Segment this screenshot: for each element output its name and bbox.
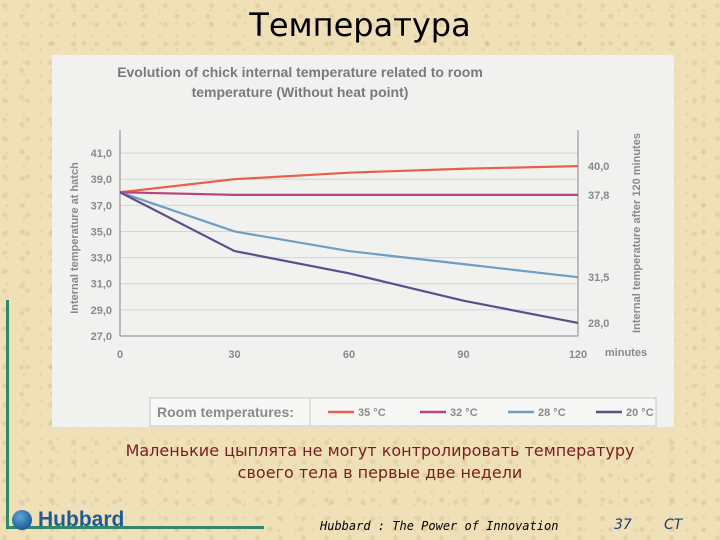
series-lines (119, 165, 579, 325)
y-tick-label: 29,0 (91, 305, 112, 317)
chart-title-line1: Evolution of chick internal temperature … (117, 64, 483, 80)
series-line-20c (119, 191, 579, 325)
series-end-label: 40,0 (588, 161, 609, 173)
series-line-35c (119, 165, 579, 194)
x-tick-label: 0 (117, 349, 123, 361)
legend-entry-label: 32 °C (450, 407, 478, 419)
legend-entry-label: 28 °C (538, 407, 566, 419)
series-end-label: 31,5 (588, 272, 609, 284)
legend-title-box (149, 397, 311, 427)
x-tick-label: 90 (457, 349, 469, 361)
page-number: 37 (614, 517, 632, 533)
page-title: Температура (249, 6, 471, 44)
y-tick-label: 31,0 (91, 279, 112, 291)
axes (119, 130, 579, 337)
y-tick-label: 35,0 (91, 226, 112, 238)
x-unit-label: minutes (605, 347, 647, 359)
series-line-28c (119, 191, 579, 279)
caption-line1: Маленькие цыплята не могут контролироват… (125, 441, 635, 460)
tick-labels: 27,0 29,0 31,0 33,0 35,0 37,0 39,0 41,0 0 30 60 90 1… (69, 133, 647, 361)
x-tick-label: 30 (228, 349, 240, 361)
footer-tagline: Hubbard : The Power of Innovation (320, 519, 559, 533)
caption-line2: своего тела в первые две недели (237, 463, 523, 482)
legend-title: Room temperatures: (157, 404, 294, 420)
y-tick-label: 39,0 (91, 174, 112, 186)
chart-panel (52, 55, 674, 427)
legend-entry-label: 35 °C (358, 407, 386, 419)
y-axis-title: Internal temperature at hatch (69, 162, 81, 314)
y-tick-label: 33,0 (91, 253, 112, 265)
y-tick-label: 27,0 (91, 331, 112, 343)
hubbard-logo-text: Hubbard (38, 508, 125, 531)
series-end-label: 37,8 (588, 190, 609, 202)
x-tick-label: 120 (569, 349, 587, 361)
footer-initials: CT (664, 517, 683, 533)
left-rule (6, 300, 9, 528)
x-tick-label: 60 (343, 349, 355, 361)
y-axis-title-right: Internal temperature after 120 minutes (631, 133, 643, 333)
legend-entry-label: 20 °C (626, 407, 654, 419)
hubbard-logo: Hubbard (12, 508, 124, 532)
legend: Room temperatures: 35 °C 32 °C 28 °C 20 °C (149, 397, 657, 427)
hubbard-logo-icon (12, 510, 32, 530)
chart-title-line2: temperature (Without heat point) (191, 84, 409, 100)
y-tick-label: 37,0 (91, 200, 112, 212)
bottom-rule (6, 526, 264, 529)
series-end-label: 28,0 (588, 318, 609, 330)
series-line-32c (119, 191, 578, 196)
y-tick-label: 41,0 (91, 148, 112, 160)
chart-title: Evolution of chick internal temperature … (80, 62, 520, 102)
caption: Маленькие цыплята не могут контролироват… (60, 440, 700, 484)
